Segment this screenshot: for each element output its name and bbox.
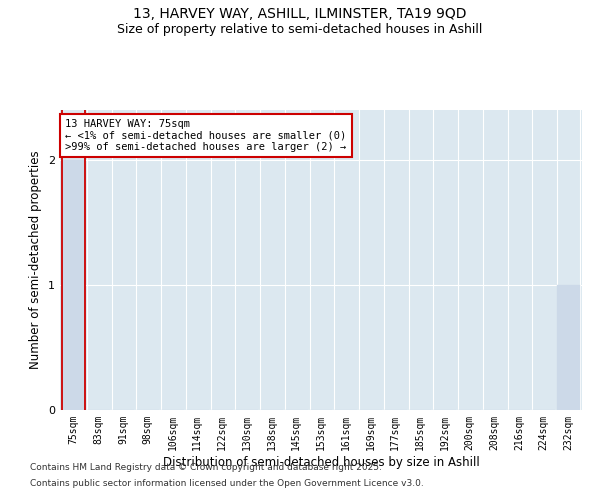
Text: 13 HARVEY WAY: 75sqm
← <1% of semi-detached houses are smaller (0)
>99% of semi-: 13 HARVEY WAY: 75sqm ← <1% of semi-detac…	[65, 119, 346, 152]
Y-axis label: Number of semi-detached properties: Number of semi-detached properties	[29, 150, 43, 370]
X-axis label: Distribution of semi-detached houses by size in Ashill: Distribution of semi-detached houses by …	[163, 456, 479, 468]
Text: Contains public sector information licensed under the Open Government Licence v3: Contains public sector information licen…	[30, 478, 424, 488]
Bar	[62, 160, 85, 410]
Text: 13, HARVEY WAY, ASHILL, ILMINSTER, TA19 9QD: 13, HARVEY WAY, ASHILL, ILMINSTER, TA19 …	[133, 8, 467, 22]
Bar	[557, 285, 580, 410]
Text: Contains HM Land Registry data © Crown copyright and database right 2025.: Contains HM Land Registry data © Crown c…	[30, 464, 382, 472]
Text: Size of property relative to semi-detached houses in Ashill: Size of property relative to semi-detach…	[118, 22, 482, 36]
